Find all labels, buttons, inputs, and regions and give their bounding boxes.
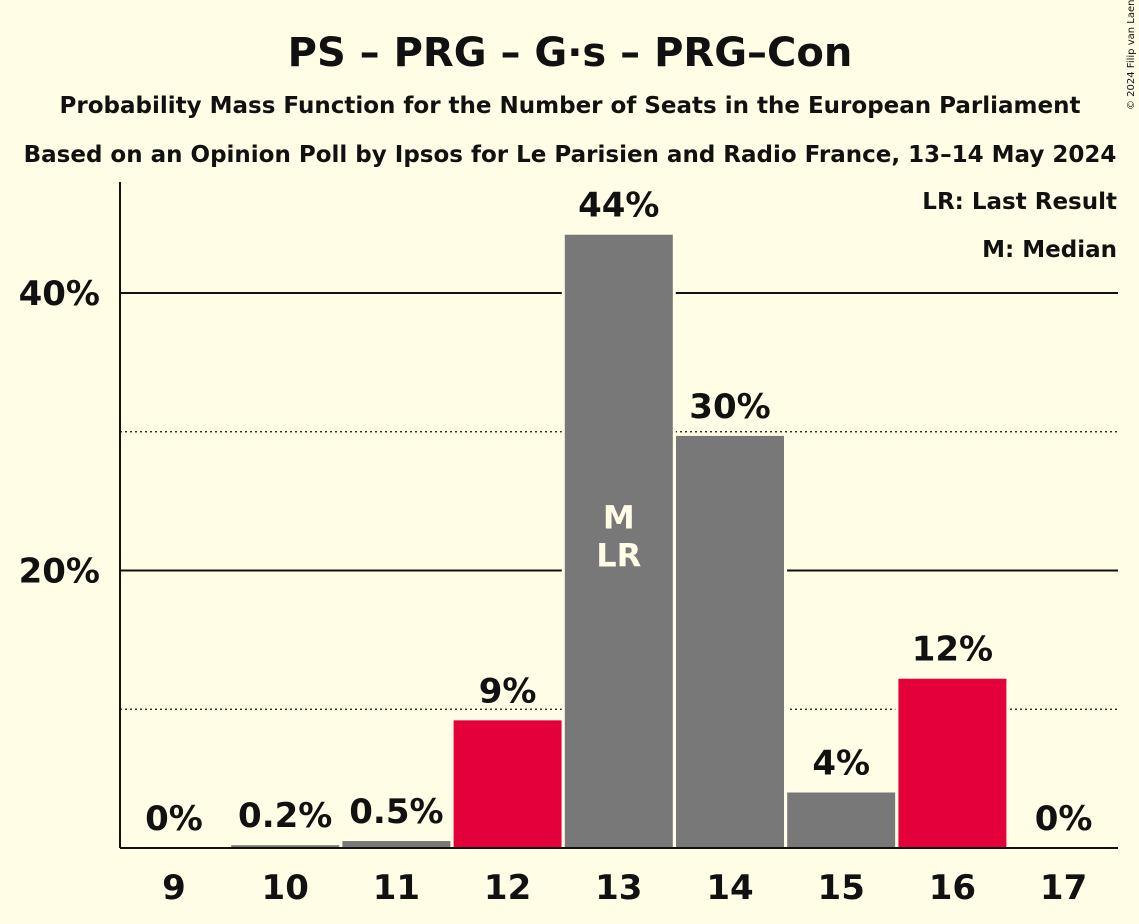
bar-13 bbox=[564, 234, 673, 849]
x-tick-label: 9 bbox=[162, 868, 186, 908]
data-label: 0% bbox=[1035, 799, 1093, 839]
x-tick-label: 17 bbox=[1040, 868, 1087, 908]
legend-median: M: Median bbox=[982, 237, 1117, 263]
bar-marker-label: LR bbox=[596, 536, 641, 574]
data-label: 0.5% bbox=[349, 792, 443, 832]
x-tick-label: 10 bbox=[262, 868, 309, 908]
y-tick-label: 20% bbox=[19, 552, 100, 592]
gridlines: 20% 40% bbox=[19, 274, 1118, 710]
x-tick-label: 15 bbox=[818, 868, 865, 908]
x-tick-label: 12 bbox=[484, 868, 531, 908]
data-label: 9% bbox=[479, 671, 537, 711]
data-label: 30% bbox=[689, 387, 770, 427]
data-label: 0.2% bbox=[238, 796, 332, 836]
bar-15 bbox=[787, 792, 896, 848]
data-label: 44% bbox=[578, 186, 659, 226]
chart-source: Based on an Opinion Poll by Ipsos for Le… bbox=[24, 142, 1117, 168]
bar-16 bbox=[898, 678, 1007, 848]
bar-14 bbox=[676, 435, 784, 848]
chart-title: PS – PRG – G·s – PRG–Con bbox=[288, 30, 853, 76]
legend-last-result: LR: Last Result bbox=[922, 189, 1117, 215]
data-label: 0% bbox=[145, 799, 203, 839]
axes: 9 10 11 12 13 14 15 16 17 bbox=[119, 182, 1118, 908]
bar-12 bbox=[453, 720, 562, 848]
data-label: 4% bbox=[812, 744, 870, 784]
bar-10 bbox=[231, 845, 340, 848]
bar-marker-label: M bbox=[603, 498, 635, 536]
y-tick-label: 40% bbox=[19, 274, 100, 314]
x-tick-label: 14 bbox=[706, 868, 753, 908]
x-tick-label: 13 bbox=[595, 868, 642, 908]
x-tick-label: 11 bbox=[373, 868, 420, 908]
x-tick-label: 16 bbox=[929, 868, 976, 908]
bar-11 bbox=[342, 841, 451, 848]
data-label: 12% bbox=[912, 630, 993, 670]
chart-subtitle: Probability Mass Function for the Number… bbox=[60, 93, 1081, 119]
copyright-note: © 2024 Filip van Laenen bbox=[1126, 0, 1137, 110]
bars: 0% 0.2% 0.5% 9% 44% MLR 30% 4% 12% 0% bbox=[145, 186, 1093, 849]
